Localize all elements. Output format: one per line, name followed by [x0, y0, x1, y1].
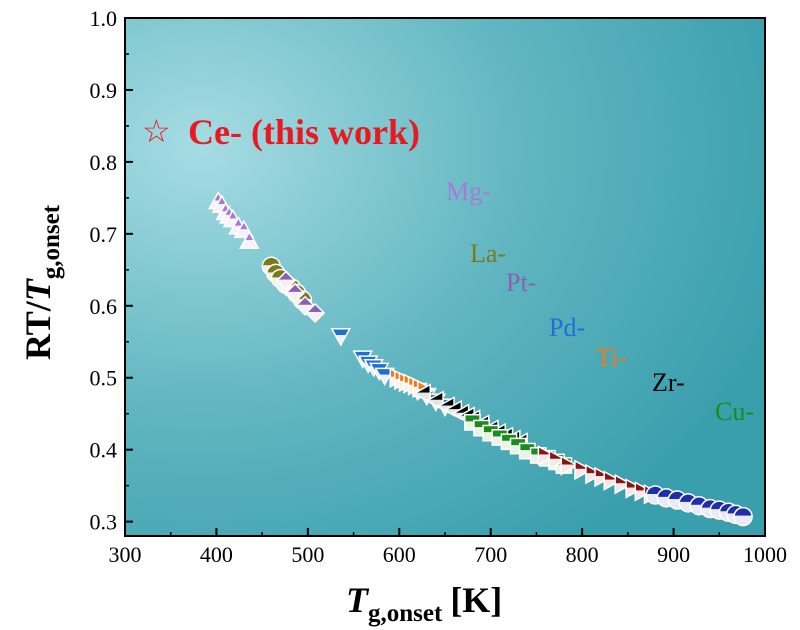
- x-tick-label: 300: [109, 542, 142, 567]
- data-point-half-fill: [483, 432, 499, 441]
- data-point-half-fill: [679, 501, 698, 512]
- axis-ticks: 300 400 500 600 700 800 900 1000 0.3 0.4 0.5 0.6 0.7…: [90, 6, 788, 567]
- data-point-half-fill: [615, 483, 632, 494]
- x-tick-label: 800: [566, 542, 599, 567]
- data-point-half-fill: [286, 291, 305, 302]
- data-point-half-fill: [306, 311, 325, 322]
- data-point-half-fill: [574, 468, 592, 479]
- data-marks: [207, 190, 753, 527]
- y-tick-label: 0.8: [90, 150, 118, 175]
- data-point-half-fill: [646, 493, 665, 504]
- x-tick-label: 600: [383, 542, 416, 567]
- data-point-half-fill: [549, 458, 566, 469]
- y-axis-title: RT/Tg,onset: [18, 204, 65, 360]
- data-point-half-fill: [595, 476, 612, 487]
- x-axis-title: Tg,onset [K]: [346, 580, 502, 627]
- data-point-half-fill: [234, 229, 253, 238]
- data-point-half-fill: [375, 374, 394, 385]
- data-point-half-fill: [668, 499, 687, 510]
- x-tick-label: 1000: [743, 542, 787, 567]
- data-point-half-fill: [492, 436, 508, 446]
- data-point-half-fill: [519, 450, 535, 459]
- x-tick-label: 900: [657, 542, 690, 567]
- series-label-ti: Ti-: [596, 343, 627, 372]
- y-tick-label: 0.7: [90, 222, 118, 247]
- data-point-half-fill: [296, 304, 315, 315]
- series-label-pt: Pt-: [506, 268, 536, 297]
- x-tick-label: 400: [200, 542, 233, 567]
- data-point-half-fill: [276, 279, 295, 290]
- x-axis-title-sub: g,onset: [368, 600, 443, 627]
- series-label-mg: Mg-: [446, 177, 491, 206]
- data-point-half-fill: [331, 334, 350, 345]
- y-axis-title-main: T: [18, 277, 58, 301]
- annotation-star-icon: ☆: [142, 112, 171, 150]
- data-point-half-fill: [223, 218, 242, 227]
- y-axis-title-sub: g,onset: [38, 204, 65, 279]
- series-label-pd: Pd-: [549, 313, 585, 342]
- x-axis-title-main: T: [346, 580, 370, 620]
- y-tick-label: 1.0: [90, 6, 118, 31]
- y-tick-label: 0.3: [90, 510, 118, 535]
- data-point-half-fill: [561, 464, 578, 475]
- data-point-half-fill: [538, 454, 555, 465]
- data-point-half-fill: [414, 392, 431, 403]
- x-tick-label: 500: [291, 542, 324, 567]
- y-tick-label: 0.9: [90, 78, 118, 103]
- data-point-half-fill: [585, 473, 603, 484]
- data-point-half-fill: [539, 457, 556, 466]
- data-point-half-fill: [473, 427, 490, 436]
- data-point-half-fill: [464, 421, 481, 430]
- series-labels: Mg-La-Pt-Pd-Ti-Zr-Cu-Fe-Co-: [446, 177, 754, 426]
- data-point-half-fill: [510, 445, 526, 454]
- data-point-half-fill: [501, 440, 517, 450]
- data-point-half-fill: [690, 504, 709, 515]
- y-axis-title-prefix: RT/: [18, 300, 58, 360]
- plot-background: [125, 18, 765, 536]
- annotation-text: Ce- (this work): [188, 112, 420, 152]
- x-tick-label: 700: [474, 542, 507, 567]
- series-label-cu: Cu-: [715, 397, 754, 426]
- data-point-half-fill: [426, 399, 444, 410]
- x-axis-title-unit: [K]: [450, 580, 502, 620]
- y-tick-label: 0.5: [90, 366, 118, 391]
- data-point-half-fill: [635, 490, 652, 501]
- y-tick-label: 0.6: [90, 294, 118, 319]
- data-point-half-fill: [212, 204, 231, 213]
- series-label-la: La-: [470, 239, 506, 268]
- annotation: ☆ Ce- (this work): [142, 112, 420, 152]
- data-point-half-fill: [240, 240, 259, 249]
- data-point-half-fill: [657, 496, 676, 507]
- data-point-half-fill: [604, 479, 621, 490]
- y-tick-label: 0.4: [90, 438, 118, 463]
- data-point-half-fill: [734, 515, 753, 526]
- series-label-zr: Zr-: [652, 368, 685, 397]
- data-point-half-fill: [626, 487, 643, 498]
